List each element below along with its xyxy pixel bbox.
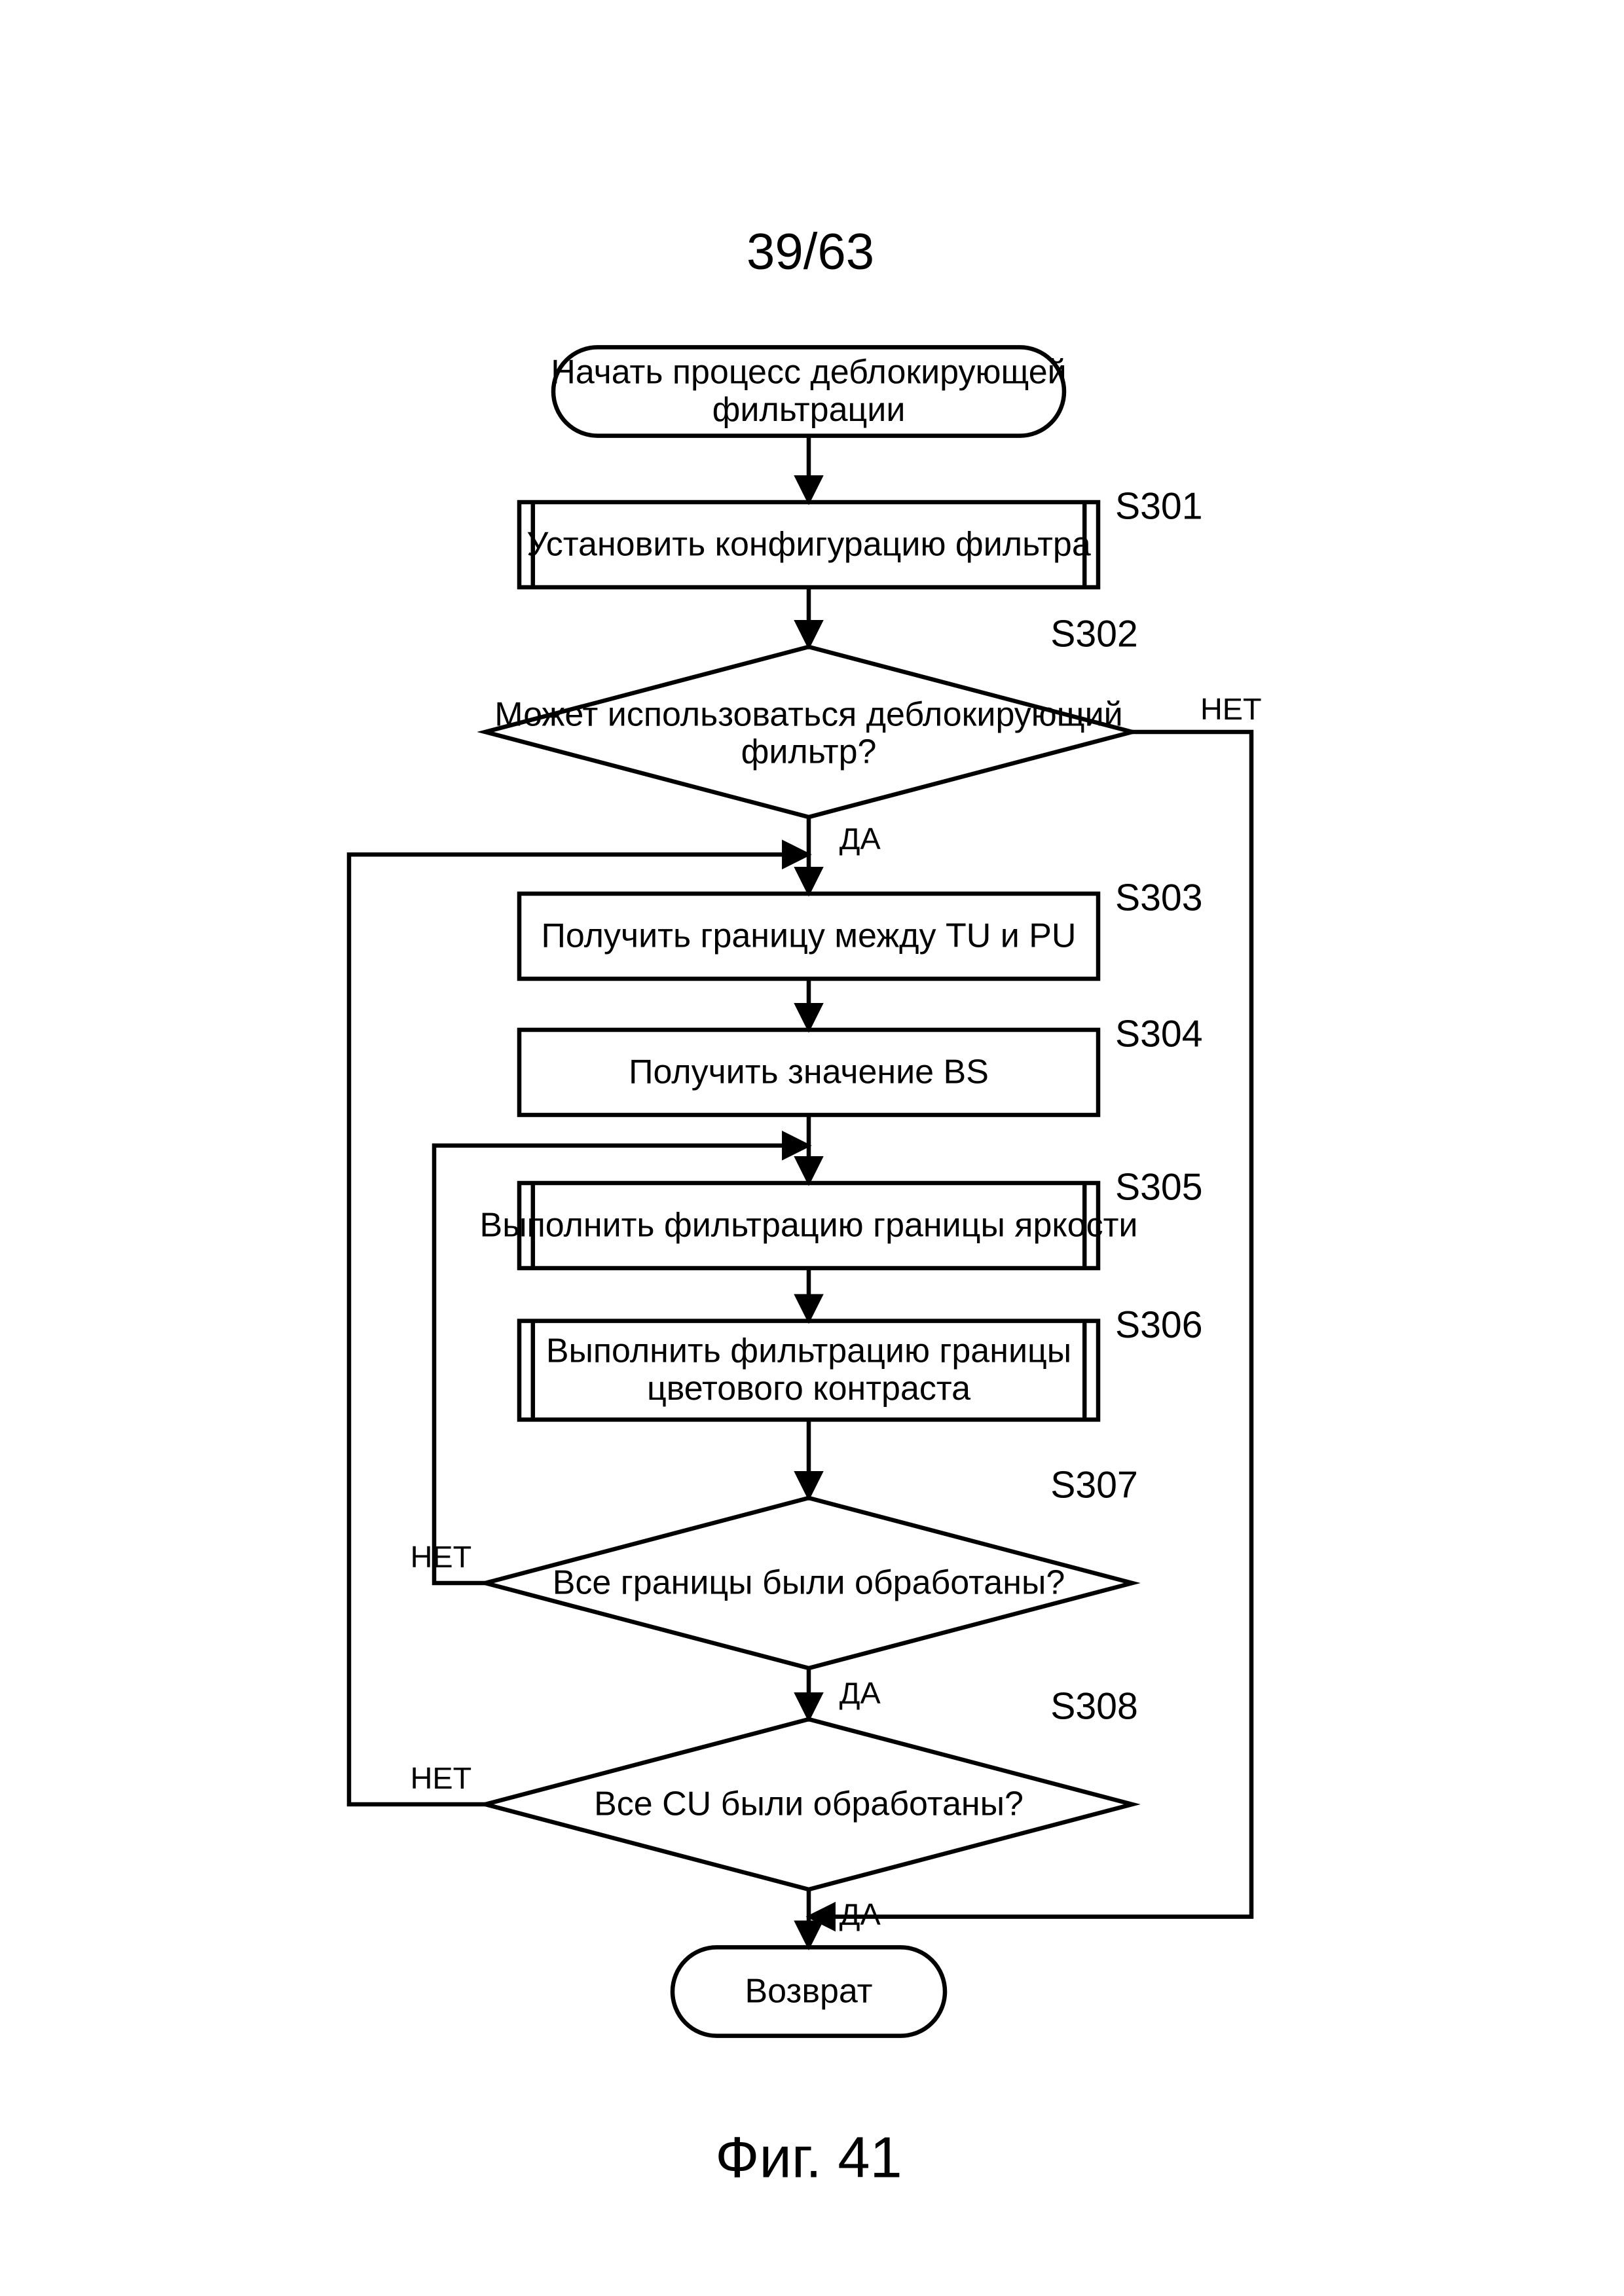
figure-caption: Фиг. 41 xyxy=(715,2124,902,2189)
process-s306-text2: цветового контраста xyxy=(647,1370,970,1408)
process-s303-text: Получить границу между TU и PU xyxy=(542,917,1077,955)
decision-s307-label: S307 xyxy=(1050,1465,1138,1506)
process-s304-label: S304 xyxy=(1115,1013,1203,1055)
decision-s307-text: Все границы были обработаны? xyxy=(553,1563,1065,1601)
decision-s302-text1: Может использоваться деблокирующий xyxy=(494,695,1122,733)
page-header: 39/63 xyxy=(747,223,874,280)
start-text2: фильтрации xyxy=(712,391,906,429)
process-s304-text: Получить значение BS xyxy=(629,1053,989,1091)
process-s301-text: Установить конфигурацию фильтра xyxy=(526,525,1091,563)
decision-s308-label: S308 xyxy=(1050,1686,1138,1728)
s308-yes: ДА xyxy=(840,1897,881,1931)
return-text: Возврат xyxy=(745,1972,873,2010)
s308-no: НЕТ xyxy=(411,1761,472,1795)
decision-s302-text2: фильтр? xyxy=(741,733,877,771)
process-s305-label: S305 xyxy=(1115,1167,1203,1209)
s307-yes: ДА xyxy=(840,1676,881,1710)
s302-yes: ДА xyxy=(840,822,881,856)
process-s305-text: Выполнить фильтрацию границы яркости xyxy=(480,1206,1138,1244)
process-s301-label: S301 xyxy=(1115,486,1203,528)
decision-s308-text: Все CU были обработаны? xyxy=(594,1785,1024,1823)
start-text1: Начать процесс деблокирующей xyxy=(551,354,1066,392)
s302-no: НЕТ xyxy=(1200,692,1262,726)
process-s306-text1: Выполнить фильтрацию границы xyxy=(546,1332,1071,1370)
process-s303-label: S303 xyxy=(1115,877,1203,919)
process-s306-label: S306 xyxy=(1115,1304,1203,1346)
decision-s302-label: S302 xyxy=(1050,613,1138,655)
s307-no: НЕТ xyxy=(411,1540,472,1574)
